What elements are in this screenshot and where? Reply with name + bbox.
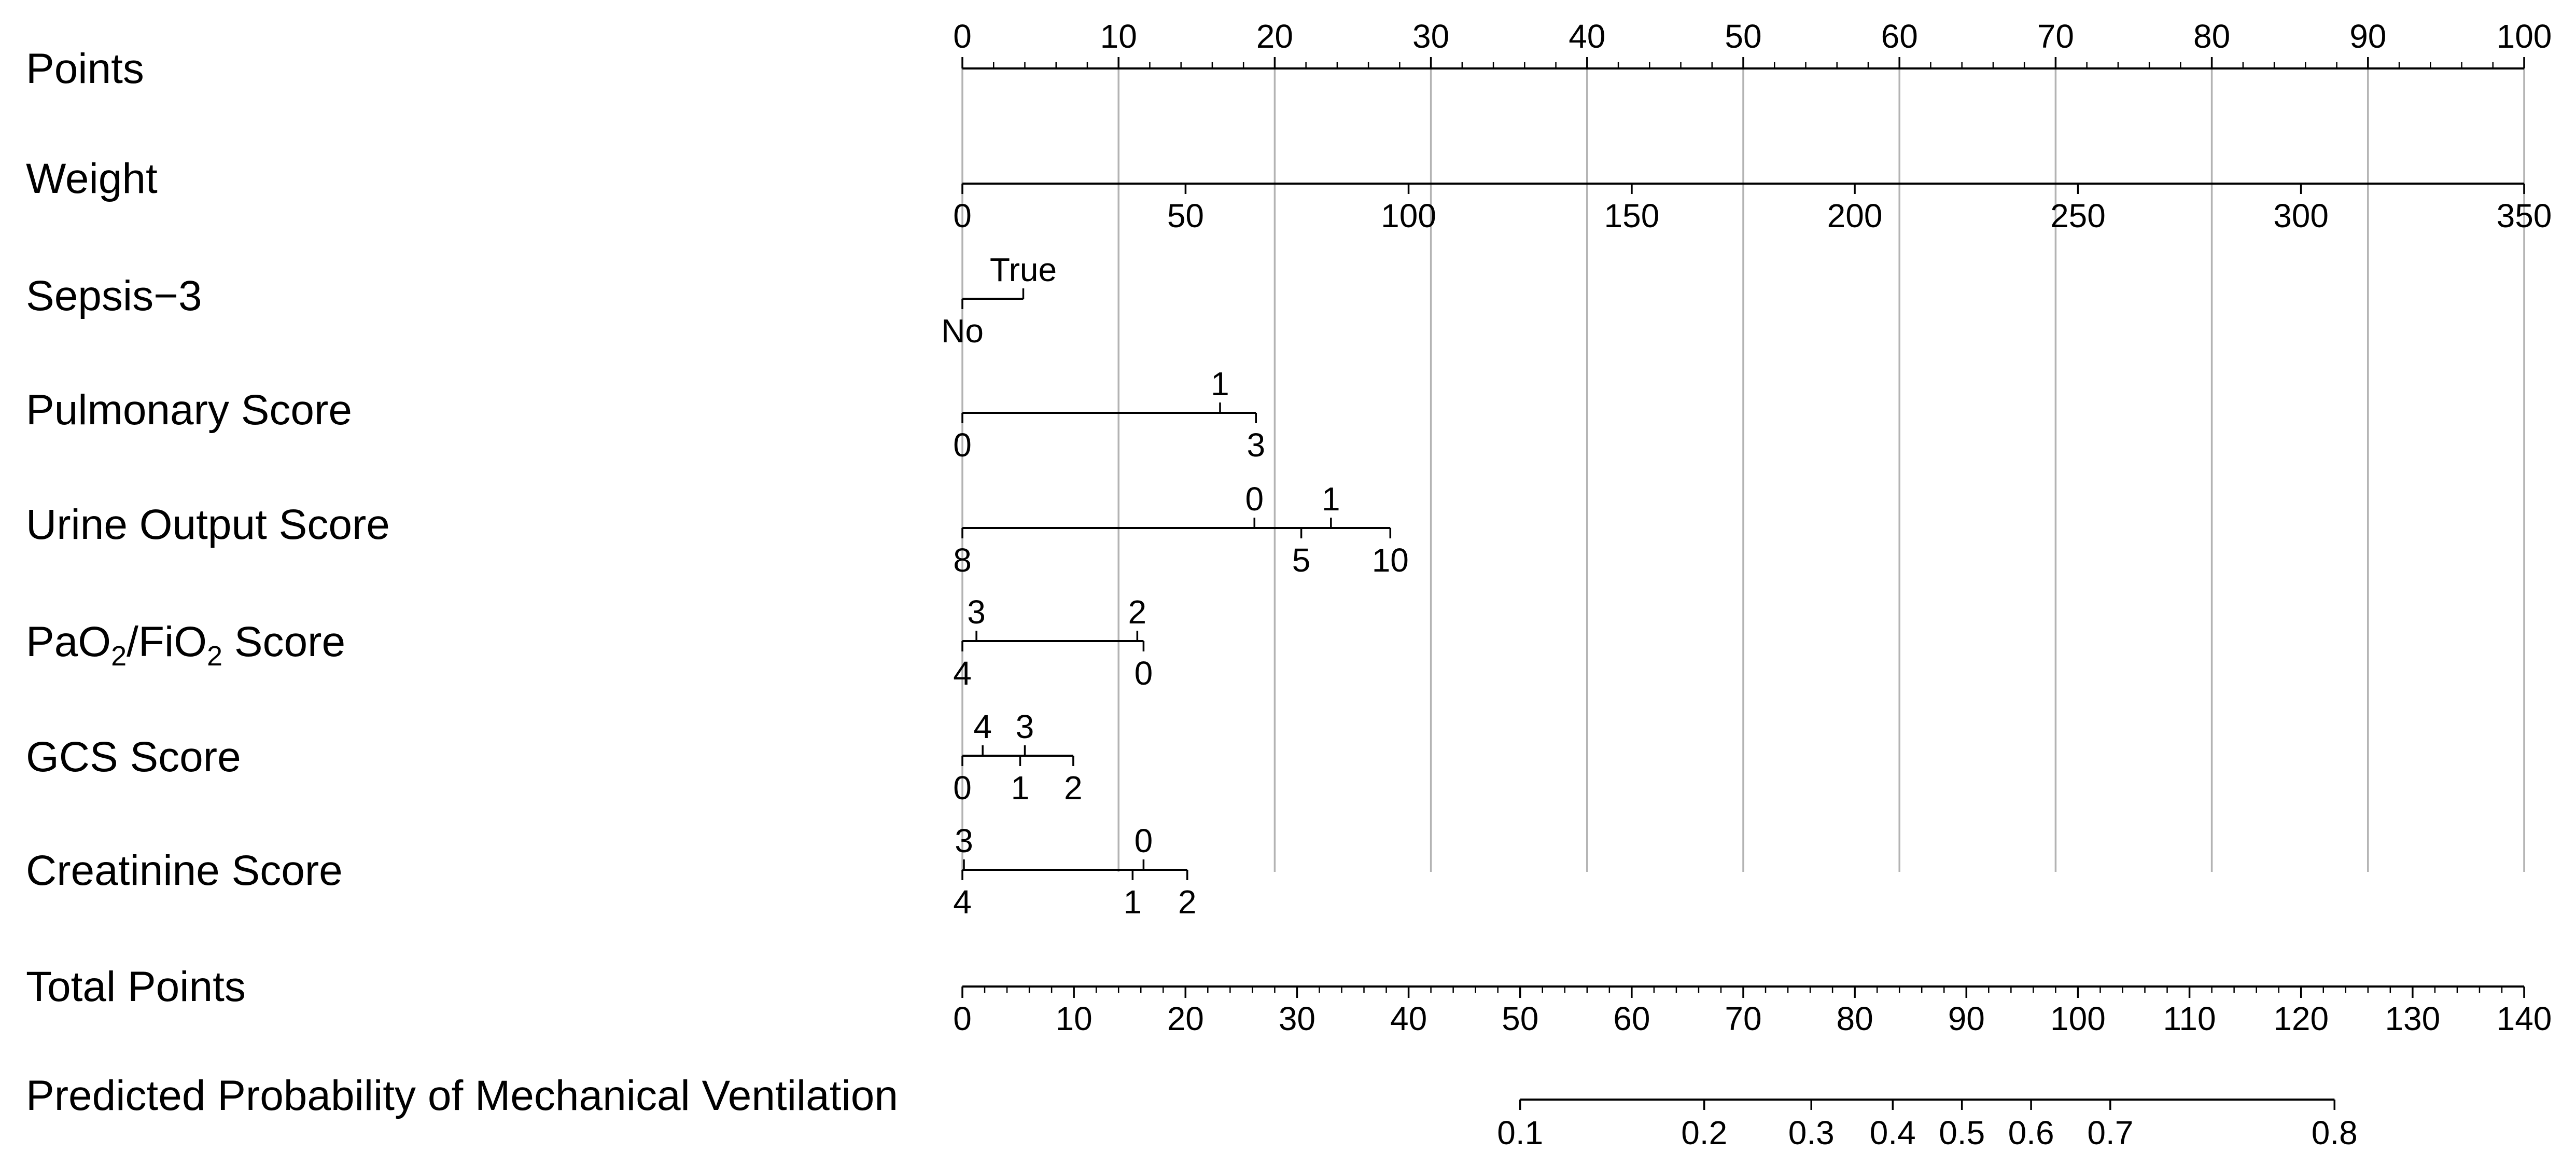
- probability-tick-label-0.5: 0.5: [1939, 1114, 1985, 1151]
- pulmonary-score-row-label: Pulmonary Score: [26, 386, 352, 434]
- gcs-score-tick-label-4: 4: [973, 708, 992, 745]
- total-points-tick-label-140: 140: [2497, 1000, 2552, 1037]
- scale-points: 0 10 20 30 40 50 60 70 80 90 100: [953, 18, 2552, 70]
- urine-output-score-tick-label-0: 0: [1245, 480, 1264, 518]
- points-tick-label-40: 40: [1569, 18, 1605, 55]
- total-points-tick-label-100: 100: [2050, 1000, 2106, 1037]
- pao-score-tick-label-2: 2: [1128, 593, 1147, 631]
- weight-tick-label-100: 100: [1381, 197, 1436, 234]
- sepsis-3-tick-label-no: No: [941, 312, 984, 350]
- total-points-tick-label-10: 10: [1056, 1000, 1093, 1037]
- scale-gcs-score: 041 32: [953, 708, 1082, 807]
- pao2-subscript: 2: [111, 641, 127, 672]
- gcs-score-tick-label-2: 2: [1064, 769, 1083, 807]
- gcs-score-tick-label-1: 1: [1011, 769, 1030, 807]
- points-tick-label-0: 0: [953, 18, 972, 55]
- scale-pulmonary-score: 0 13: [953, 365, 1265, 464]
- urine-output-score-tick-label-5: 5: [1292, 541, 1311, 579]
- total-points-tick-label-20: 20: [1167, 1000, 1204, 1037]
- weight-tick-label-150: 150: [1604, 197, 1660, 234]
- creatinine-score-row-label: Creatinine Score: [26, 847, 343, 894]
- creatinine-score-tick-label-1: 1: [1124, 883, 1142, 921]
- pulmonary-score-tick-label-0: 0: [953, 426, 972, 464]
- total-points-tick-label-60: 60: [1613, 1000, 1650, 1037]
- gcs-score-tick-label-0: 0: [953, 769, 972, 807]
- points-tick-label-70: 70: [2037, 18, 2074, 55]
- pao2-label-part: PaO: [26, 618, 111, 665]
- sepsis-3-tick-label-true: True: [990, 251, 1057, 288]
- creatinine-score-tick-label-3: 3: [955, 822, 973, 859]
- probability-tick-label-0.4: 0.4: [1870, 1114, 1916, 1151]
- points-tick-label-80: 80: [2193, 18, 2230, 55]
- creatinine-score-tick-label-4: 4: [953, 883, 972, 921]
- pao2-fio2-score-row-label: PaO2/FiO2 Score: [26, 618, 345, 672]
- fio2-label-part: /FiO: [127, 618, 207, 665]
- fio2-subscript: 2: [207, 641, 222, 672]
- urine-output-score-row-label: Urine Output Score: [26, 501, 390, 548]
- gcs-score-row-label: GCS Score: [26, 733, 241, 781]
- probability-row-label: Predicted Probability of Mechanical Vent…: [26, 1072, 898, 1119]
- weight-row-label: Weight: [26, 155, 158, 202]
- total-points-tick-label-120: 120: [2273, 1000, 2329, 1037]
- total-points-tick-label-0: 0: [953, 1000, 972, 1037]
- total-points-tick-label-70: 70: [1725, 1000, 1761, 1037]
- total-points-tick-label-110: 110: [2163, 1000, 2216, 1037]
- gcs-score-tick-label-3: 3: [1016, 708, 1034, 745]
- total-points-tick-label-40: 40: [1390, 1000, 1427, 1037]
- pao-score-tick-label-0: 0: [1135, 655, 1153, 692]
- total-points-tick-label-30: 30: [1279, 1000, 1315, 1037]
- scale-total-points: 0 10 20 30 40 50 60 70 80 90 100 110 120 130 140: [953, 985, 2552, 1037]
- pao-score-tick-label-4: 4: [953, 655, 972, 692]
- pao-score-tick-label-3: 3: [967, 593, 986, 631]
- weight-tick-label-0: 0: [953, 197, 972, 234]
- urine-output-score-tick-label-10: 10: [1372, 541, 1409, 579]
- creatinine-score-tick-label-0: 0: [1135, 822, 1153, 859]
- points-row-label: Points: [26, 45, 144, 92]
- urine-output-score-tick-label-1: 1: [1322, 480, 1340, 518]
- total-points-tick-label-130: 130: [2385, 1000, 2440, 1037]
- points-tick-label-20: 20: [1256, 18, 1293, 55]
- weight-tick-label-350: 350: [2497, 197, 2552, 234]
- probability-tick-label-0.8: 0.8: [2312, 1114, 2358, 1151]
- scale-weight: 0 50 100 150 200 250 300 350: [953, 183, 2552, 234]
- weight-tick-label-200: 200: [1827, 197, 1883, 234]
- probability-tick-label-0.3: 0.3: [1788, 1114, 1835, 1151]
- scale-pao-score: 4 3 2 0: [953, 593, 1153, 692]
- probability-tick-label-0.7: 0.7: [2087, 1114, 2133, 1151]
- total-points-tick-label-50: 50: [1502, 1000, 1538, 1037]
- weight-tick-label-250: 250: [2050, 197, 2106, 234]
- points-tick-label-60: 60: [1881, 18, 1918, 55]
- points-tick-label-50: 50: [1725, 18, 1761, 55]
- scale-creatinine-score: 4 3 1 02: [953, 822, 1196, 921]
- points-tick-label-100: 100: [2497, 18, 2552, 55]
- probability-tick-label-0.2: 0.2: [1681, 1114, 1727, 1151]
- weight-tick-label-300: 300: [2273, 197, 2329, 234]
- total-points-tick-label-90: 90: [1948, 1000, 1985, 1037]
- scale-predicted-probability-of-mechanical-ventilation: 0.1 0.2 0.3 0.4 0.5 0.6 0.7 0.8: [1497, 1099, 2358, 1151]
- pulmonary-score-tick-label-3: 3: [1247, 426, 1265, 464]
- probability-tick-label-0.6: 0.6: [2008, 1114, 2054, 1151]
- score-label-part: Score: [222, 618, 345, 665]
- urine-output-score-tick-label-8: 8: [953, 541, 972, 579]
- creatinine-score-tick-label-2: 2: [1178, 883, 1197, 921]
- total-points-tick-label-80: 80: [1837, 1000, 1873, 1037]
- probability-tick-label-0.1: 0.1: [1497, 1114, 1543, 1151]
- scale-urine-output-score: 8 051 10: [953, 480, 1409, 579]
- points-tick-label-90: 90: [2349, 18, 2386, 55]
- points-tick-label-10: 10: [1100, 18, 1137, 55]
- weight-tick-label-50: 50: [1167, 197, 1204, 234]
- pulmonary-score-tick-label-1: 1: [1211, 365, 1229, 402]
- sepsis-row-label: Sepsis−3: [26, 272, 202, 319]
- points-tick-label-30: 30: [1412, 18, 1449, 55]
- total-points-row-label: Total Points: [26, 963, 246, 1010]
- gridlines: [961, 68, 2525, 872]
